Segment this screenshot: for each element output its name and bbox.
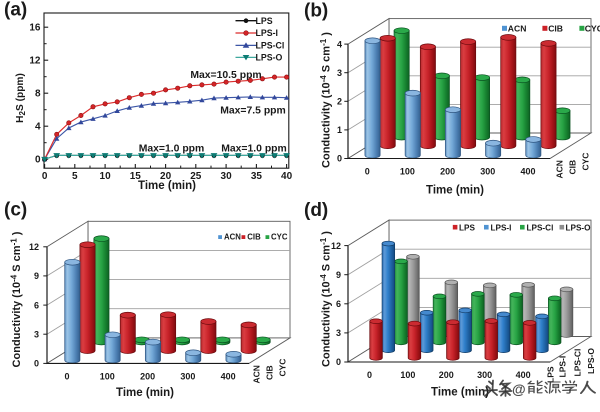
svg-text:CIB: CIB xyxy=(548,24,563,34)
svg-text:(d): (d) xyxy=(304,200,328,221)
svg-text:Max=1.0 ppm: Max=1.0 ppm xyxy=(221,144,287,155)
svg-text:4: 4 xyxy=(337,39,342,49)
svg-text:LPS: LPS xyxy=(546,366,556,383)
svg-text:(b): (b) xyxy=(304,1,328,22)
svg-text:400: 400 xyxy=(520,167,535,177)
svg-text:Max=10.5 ppm: Max=10.5 ppm xyxy=(190,70,261,81)
svg-text:LPS-I: LPS-I xyxy=(557,356,567,378)
svg-text:10: 10 xyxy=(100,171,112,182)
svg-text:Time (min): Time (min) xyxy=(431,387,489,399)
svg-text:3: 3 xyxy=(337,68,342,78)
svg-text:ACN: ACN xyxy=(555,160,565,178)
svg-text:LPS-O: LPS-O xyxy=(566,223,592,232)
svg-text:Time (min): Time (min) xyxy=(116,387,174,399)
svg-text:300: 300 xyxy=(480,167,495,177)
svg-text:Conductivity (10-4 S cm-1 ): Conductivity (10-4 S cm-1 ) xyxy=(319,32,333,168)
svg-text:6: 6 xyxy=(336,299,341,309)
svg-text:12: 12 xyxy=(331,241,341,251)
svg-text:0: 0 xyxy=(367,370,372,380)
svg-text:25: 25 xyxy=(190,171,202,182)
svg-text:CIB: CIB xyxy=(247,232,261,241)
svg-text:8: 8 xyxy=(35,89,41,100)
svg-text:15: 15 xyxy=(130,171,142,182)
svg-text:0: 0 xyxy=(337,154,342,164)
svg-text:400: 400 xyxy=(221,371,236,381)
svg-text:200: 200 xyxy=(140,371,155,381)
svg-text:ACN: ACN xyxy=(224,232,241,241)
svg-text:0: 0 xyxy=(34,359,39,369)
svg-text:H2S (ppm): H2S (ppm) xyxy=(15,73,27,123)
svg-text:9: 9 xyxy=(34,271,39,281)
svg-text:LPS-O: LPS-O xyxy=(256,53,283,63)
svg-text:Conductivity (10-4 S cm-1 ): Conductivity (10-4 S cm-1 ) xyxy=(10,231,24,367)
svg-text:Max=1.0 ppm: Max=1.0 ppm xyxy=(139,144,205,155)
svg-text:LPS-Cl: LPS-Cl xyxy=(572,349,582,377)
svg-text:16: 16 xyxy=(29,23,41,34)
svg-text:0: 0 xyxy=(64,371,69,381)
svg-text:0: 0 xyxy=(35,155,41,166)
svg-text:LPS-O: LPS-O xyxy=(586,348,596,374)
svg-text:LPS-I: LPS-I xyxy=(491,223,512,232)
svg-text:35: 35 xyxy=(251,171,263,182)
svg-text:40: 40 xyxy=(281,171,293,182)
svg-text:(c): (c) xyxy=(4,199,27,220)
svg-text:CYC: CYC xyxy=(581,153,591,171)
svg-text:300: 300 xyxy=(477,370,492,380)
svg-text:ACN: ACN xyxy=(252,365,262,383)
svg-text:0: 0 xyxy=(365,167,370,177)
svg-text:Time (min): Time (min) xyxy=(426,185,484,197)
svg-text:12: 12 xyxy=(29,56,41,67)
svg-text:CIB: CIB xyxy=(568,160,578,175)
svg-text:CIB: CIB xyxy=(265,365,275,380)
svg-text:0: 0 xyxy=(336,357,341,367)
svg-text:0: 0 xyxy=(42,171,48,182)
svg-text:CYC: CYC xyxy=(271,232,288,241)
svg-text:(a): (a) xyxy=(4,0,27,20)
svg-text:30: 30 xyxy=(221,171,233,182)
svg-text:3: 3 xyxy=(336,328,341,338)
svg-text:LPS-Cl: LPS-Cl xyxy=(527,223,554,232)
svg-text:300: 300 xyxy=(180,371,195,381)
svg-text:20: 20 xyxy=(160,171,172,182)
svg-text:LPS-Cl: LPS-Cl xyxy=(256,41,285,51)
svg-text:400: 400 xyxy=(516,370,531,380)
svg-text:LPS: LPS xyxy=(459,223,475,232)
svg-text:6: 6 xyxy=(34,300,39,310)
svg-text:100: 100 xyxy=(400,370,415,380)
svg-text:LPS: LPS xyxy=(256,16,273,26)
svg-text:9: 9 xyxy=(336,270,341,280)
svg-text:5: 5 xyxy=(72,171,78,182)
svg-text:200: 200 xyxy=(440,167,455,177)
svg-text:100: 100 xyxy=(100,371,115,381)
svg-text:ACN: ACN xyxy=(508,24,527,34)
svg-text:1: 1 xyxy=(337,125,342,135)
svg-text:@: @ xyxy=(512,381,526,397)
svg-text:12: 12 xyxy=(29,242,39,252)
svg-text:4: 4 xyxy=(35,122,41,133)
svg-text:2: 2 xyxy=(337,97,342,107)
svg-text:CYC: CYC xyxy=(278,359,288,377)
svg-text:CYC: CYC xyxy=(585,24,600,34)
svg-text:200: 200 xyxy=(439,370,454,380)
svg-text:LPS-I: LPS-I xyxy=(256,28,278,38)
svg-text:Conductivity (10-4 S cm-1 ): Conductivity (10-4 S cm-1 ) xyxy=(319,231,333,367)
svg-text:100: 100 xyxy=(400,167,415,177)
svg-text:Max=7.5 ppm: Max=7.5 ppm xyxy=(220,106,286,117)
svg-text:Time (min): Time (min) xyxy=(138,180,196,192)
svg-text:3: 3 xyxy=(34,329,39,339)
